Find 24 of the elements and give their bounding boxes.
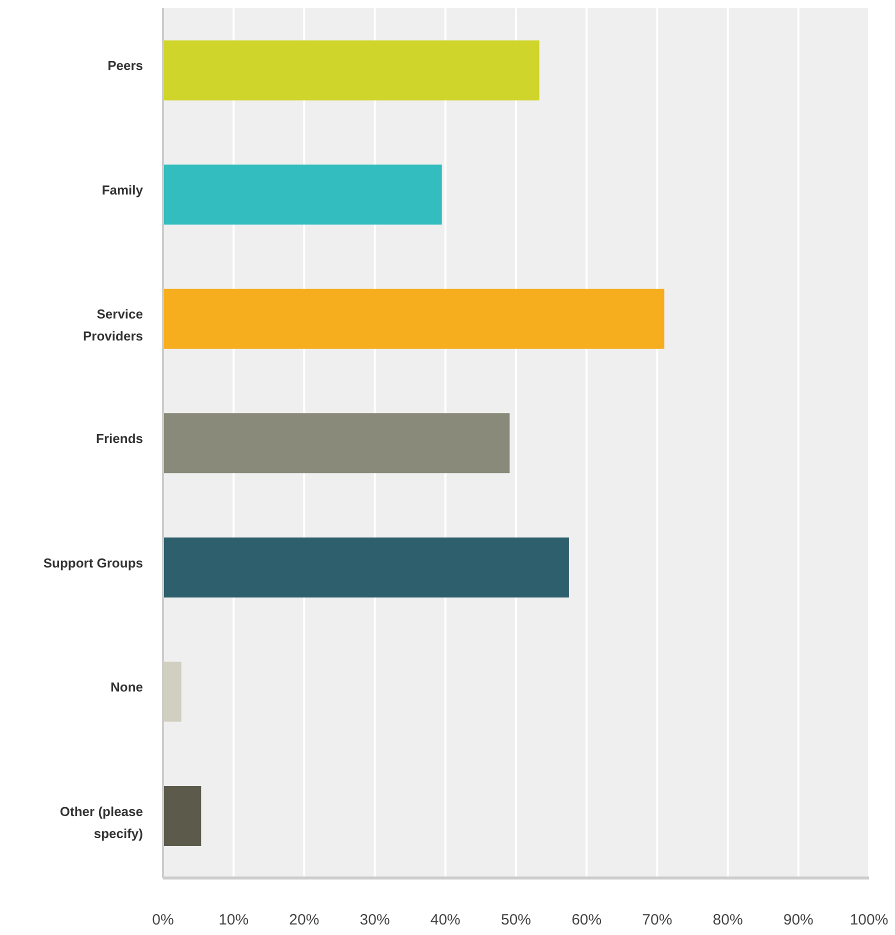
x-tick-label: 30% bbox=[360, 912, 390, 929]
x-tick-label: 70% bbox=[642, 912, 672, 929]
x-tick-label: 0% bbox=[152, 912, 174, 929]
x-tick-label: 60% bbox=[572, 912, 602, 929]
y-tick-label: Service Providers bbox=[83, 306, 143, 344]
y-tick-label: Peers bbox=[108, 58, 143, 74]
x-tick-label: 100% bbox=[850, 912, 888, 929]
x-tick-label: 20% bbox=[289, 912, 320, 929]
x-tick-label: 40% bbox=[430, 912, 460, 929]
y-tick-label: Other (please specify) bbox=[60, 804, 143, 841]
x-tick-label: 90% bbox=[783, 912, 814, 929]
bar bbox=[163, 537, 569, 598]
bar bbox=[163, 40, 540, 100]
x-tick-label: 80% bbox=[712, 912, 743, 929]
bar bbox=[163, 786, 202, 846]
bar bbox=[163, 164, 442, 225]
y-tick-label: Support Groups bbox=[43, 555, 143, 570]
y-tick-label: None bbox=[110, 680, 143, 695]
x-tick-label: 50% bbox=[500, 912, 532, 929]
x-tick-label: 10% bbox=[218, 912, 249, 929]
y-tick-label: Family bbox=[102, 182, 144, 198]
y-tick-label: Friends bbox=[96, 431, 143, 446]
bar bbox=[163, 288, 664, 349]
bar bbox=[163, 413, 510, 474]
